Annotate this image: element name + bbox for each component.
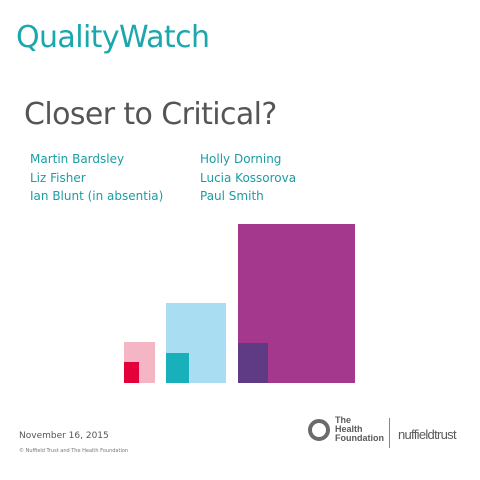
teal-square [166,353,189,383]
author-name: Holly Dorning [200,152,282,166]
purple-dark-square [238,343,268,383]
nuffield-trust-logo: nuffieldtrust [398,427,457,442]
author-name: Lucia Kossorova [200,170,297,185]
qualitywatch-logo-text: QualityWatch [16,20,210,55]
author-name: Martin Bardsley [30,152,125,166]
author-name: Paul Smith [200,189,264,203]
authors-right-list: Holly Dorning Lucia Kossorova Paul Smith [200,150,296,206]
health-foundation-logo: The Health Foundation [308,416,384,443]
author-name: Ian Blunt (in absentia) [30,189,164,203]
pink-dark-square [124,362,139,383]
health-foundation-ring-icon [308,418,330,441]
presentation-date: November 16, 2015 [19,431,109,441]
authors-left-list: Martin Bardsley Liz Fisher Ian Blunt (in… [30,150,163,206]
logo-divider [389,418,390,448]
copyright-notice: © Nuffield Trust and The Health Foundati… [19,448,129,454]
health-foundation-wordmark: The Health Foundation [335,415,384,443]
page-title: Closer to Critical? [24,97,277,132]
author-name: Liz Fisher [30,170,86,185]
